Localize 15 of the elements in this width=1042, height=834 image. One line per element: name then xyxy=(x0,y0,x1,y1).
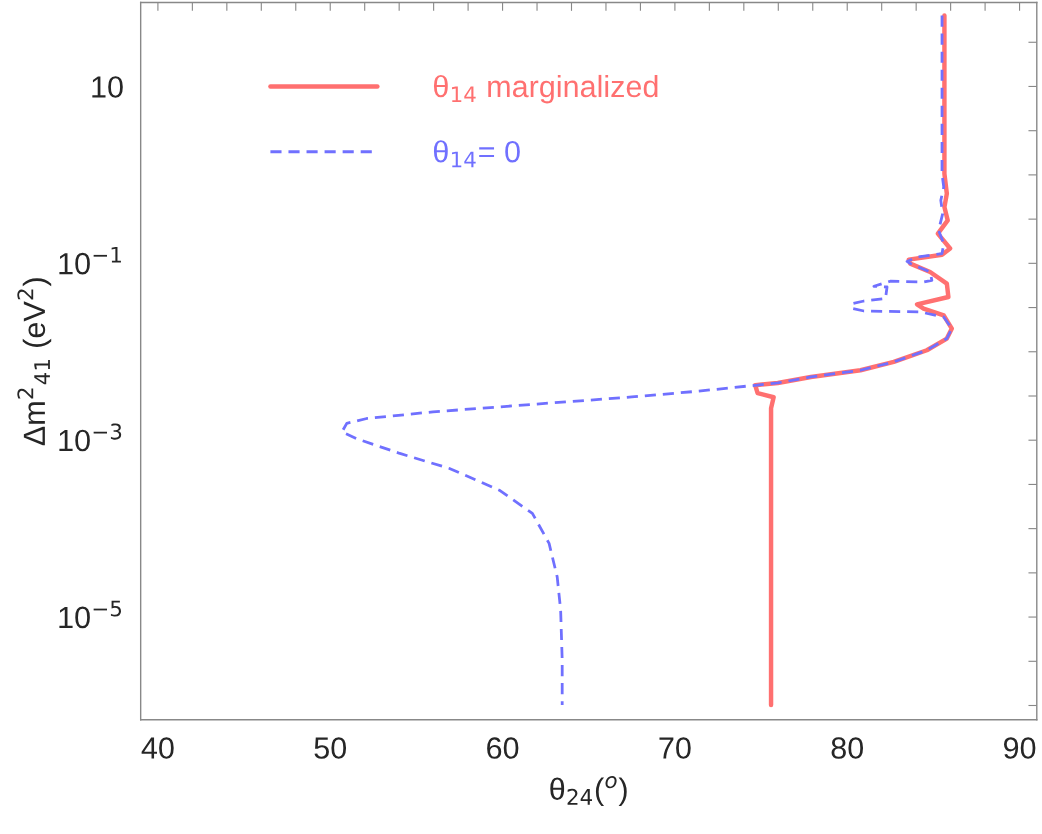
legend-label: θ$_{14}$ marginalized xyxy=(433,74,658,104)
legend-label: θ$_{14}$= 0 xyxy=(433,140,520,168)
x-tick-label: 50 xyxy=(314,737,347,759)
y-tick-label: 10$^{−5}$ xyxy=(59,600,122,629)
x-tick-label: 90 xyxy=(1004,737,1036,759)
x-tick-label: 40 xyxy=(141,737,174,759)
y-tick-label: 10$^{−3}$ xyxy=(59,423,122,452)
y-tick-label: 10$^{−1}$ xyxy=(59,246,121,275)
y-tick-label: 10 xyxy=(92,76,123,98)
x-tick-label: 80 xyxy=(831,737,864,759)
x-tick-label: 60 xyxy=(487,737,519,759)
x-axis-title: θ$_{24}$($^{o}$) xyxy=(550,776,627,806)
x-tick-label: 70 xyxy=(659,737,691,759)
line-series xyxy=(340,14,954,707)
y-axis-title: Δm$^{2}$$_{41}$ (eV$^{2}$) xyxy=(17,278,52,446)
